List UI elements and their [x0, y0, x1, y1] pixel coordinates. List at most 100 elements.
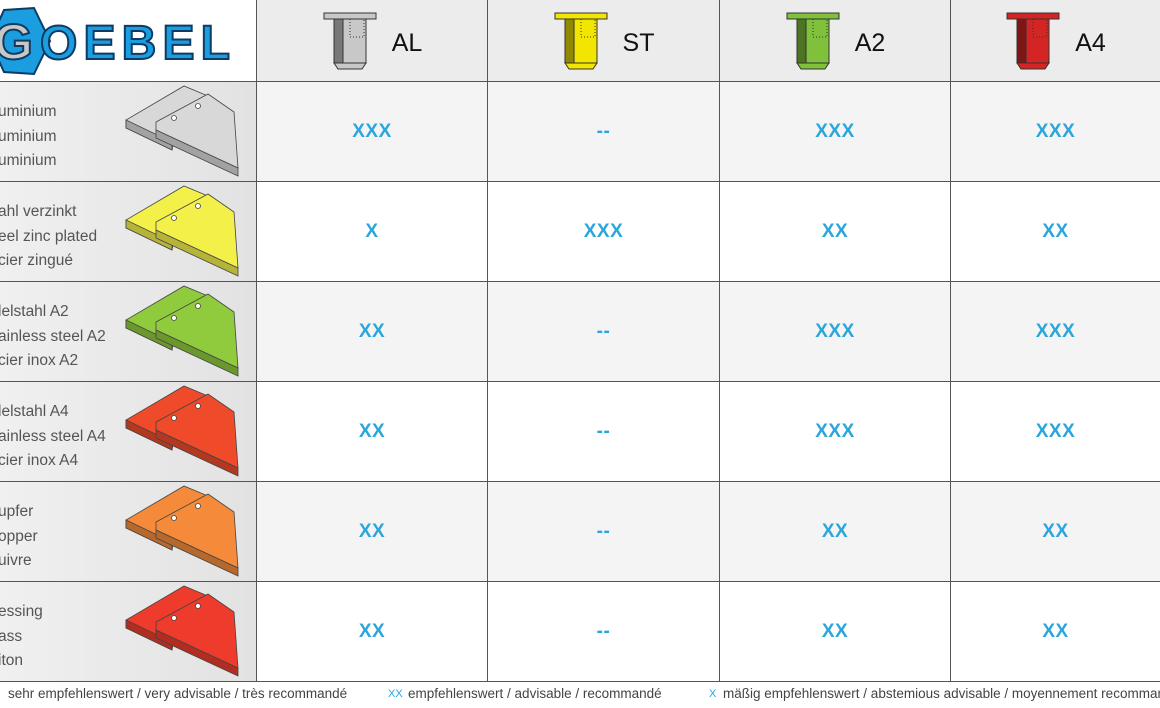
rating-value: XXX [1035, 420, 1076, 442]
material-name: iton [0, 652, 23, 669]
rating-cell-st: -- [488, 82, 720, 182]
legend-xx-mark: XX [388, 688, 403, 700]
rating-value: XXX [815, 120, 855, 142]
rating-cell-al: XX [257, 582, 488, 682]
material-cell: ahl verzinkt eel zinc plated cier zingué [0, 182, 257, 282]
rating-cell-a2: XX [720, 482, 951, 582]
logo-cell: G OEBEL [0, 0, 257, 82]
legend-x-mark: X [709, 688, 717, 700]
rating-cell-st: -- [488, 382, 720, 482]
rating-value: -- [596, 420, 611, 442]
material-cell: lelstahl A2 ainless steel A2 cier inox A2 [0, 282, 257, 382]
rating-cell-a4: XXX [951, 282, 1160, 382]
rating-cell-a2: XXX [720, 382, 951, 482]
material-names: lelstahl A2 ainless steel A2 cier inox A2 [0, 300, 106, 374]
rating-value: XX [358, 620, 386, 642]
material-name: uminium [0, 127, 57, 145]
rating-cell-st: -- [488, 482, 720, 582]
material-name: lelstahl A4 [0, 403, 69, 420]
column-header-label: A4 [1075, 29, 1106, 57]
material-cell: upfer opper uivre [0, 482, 257, 582]
material-names: uminium uminium uminium [0, 100, 57, 174]
material-plate-image [122, 84, 252, 187]
material-plate-image [122, 384, 252, 487]
rating-value: XX [1042, 520, 1069, 542]
material-name: uminium [0, 103, 57, 120]
rating-cell-st: -- [488, 582, 720, 682]
rating-cell-st: -- [488, 282, 720, 382]
column-header-label: AL [391, 29, 423, 57]
material-name: uivre [0, 552, 32, 569]
material-names: essing ass iton [0, 600, 43, 674]
material-cell: uminium uminium uminium [0, 82, 257, 182]
rating-cell-a4: XXX [951, 382, 1160, 482]
rating-value: XXX [352, 120, 392, 142]
rating-cell-a2: XXX [720, 82, 951, 182]
rivet-nut-icon [1006, 12, 1060, 69]
rating-value: XX [821, 620, 849, 642]
material-name: upfer [0, 503, 34, 520]
rivet-nut-icon [323, 12, 377, 69]
legend-advisable: empfehlenswert / advisable / recommandé [408, 686, 662, 701]
rating-cell-al: X [257, 182, 488, 282]
rating-cell-a2: XXX [720, 282, 951, 382]
material-name: ainless steel A2 [0, 327, 106, 345]
material-name: ass [0, 627, 23, 645]
svg-text:OEBEL: OEBEL [40, 17, 230, 70]
column-header-al: AL [257, 0, 488, 82]
material-name: cier inox A2 [0, 352, 79, 369]
material-name: essing [0, 603, 43, 620]
legend-very-advisable: sehr empfehlenswert / very advisable / t… [8, 686, 348, 701]
column-header-a4: A4 [951, 0, 1160, 82]
rating-cell-a4: XX [951, 482, 1160, 582]
compatibility-table: G OEBEL AL ST A2 A4 uminium uminium uminium… [0, 0, 1160, 682]
material-name: cier inox A4 [0, 452, 79, 469]
rating-value: XX [821, 520, 849, 542]
rating-value: XX [358, 320, 386, 342]
material-plate-image [122, 184, 252, 287]
material-cell: lelstahl A4 ainless steel A4 cier inox A4 [0, 382, 257, 482]
rating-value: XXX [1035, 320, 1076, 342]
rating-cell-a4: XXX [951, 82, 1160, 182]
column-header-label: A2 [854, 29, 886, 57]
rating-value: XXX [583, 220, 624, 242]
material-name: eel zinc plated [0, 227, 98, 245]
rating-value: X [365, 220, 379, 242]
material-name: ainless steel A4 [0, 427, 106, 445]
material-name: ahl verzinkt [0, 203, 77, 220]
rivet-nut-icon [786, 12, 840, 69]
rating-value: -- [596, 120, 611, 142]
material-plate-image [122, 584, 252, 687]
column-header-st: ST [488, 0, 720, 82]
rating-cell-al: XX [257, 282, 488, 382]
rating-cell-al: XX [257, 382, 488, 482]
legend-abstemious: mäßig empfehlenswert / abstemious advisa… [723, 686, 1160, 701]
rating-cell-st: XXX [488, 182, 720, 282]
rating-value: XXX [815, 320, 855, 342]
material-name: lelstahl A2 [0, 303, 69, 320]
svg-text:G: G [0, 14, 33, 70]
rating-value: -- [596, 320, 611, 342]
rating-value: XX [1042, 620, 1069, 642]
goebel-logo: G OEBEL [0, 6, 231, 75]
material-cell: essing ass iton [0, 582, 257, 682]
material-names: ahl verzinkt eel zinc plated cier zingué [0, 200, 97, 274]
rating-value: -- [596, 520, 611, 542]
rating-cell-a2: XX [720, 582, 951, 682]
rating-value: XXX [1035, 120, 1076, 142]
material-plate-image [122, 484, 252, 587]
rivet-nut-icon [554, 12, 608, 69]
rating-value: XXX [815, 420, 855, 442]
material-names: lelstahl A4 ainless steel A4 cier inox A4 [0, 400, 106, 474]
rating-value: XX [821, 220, 849, 242]
material-name: uminium [0, 152, 57, 169]
material-names: upfer opper uivre [0, 500, 38, 574]
material-plate-image [122, 284, 252, 387]
rating-value: XX [358, 520, 386, 542]
rating-cell-a4: XX [951, 582, 1160, 682]
material-name: cier zingué [0, 252, 73, 269]
column-header-label: ST [622, 29, 655, 57]
material-name: opper [0, 527, 38, 545]
rating-cell-a2: XX [720, 182, 951, 282]
rating-cell-al: XX [257, 482, 488, 582]
